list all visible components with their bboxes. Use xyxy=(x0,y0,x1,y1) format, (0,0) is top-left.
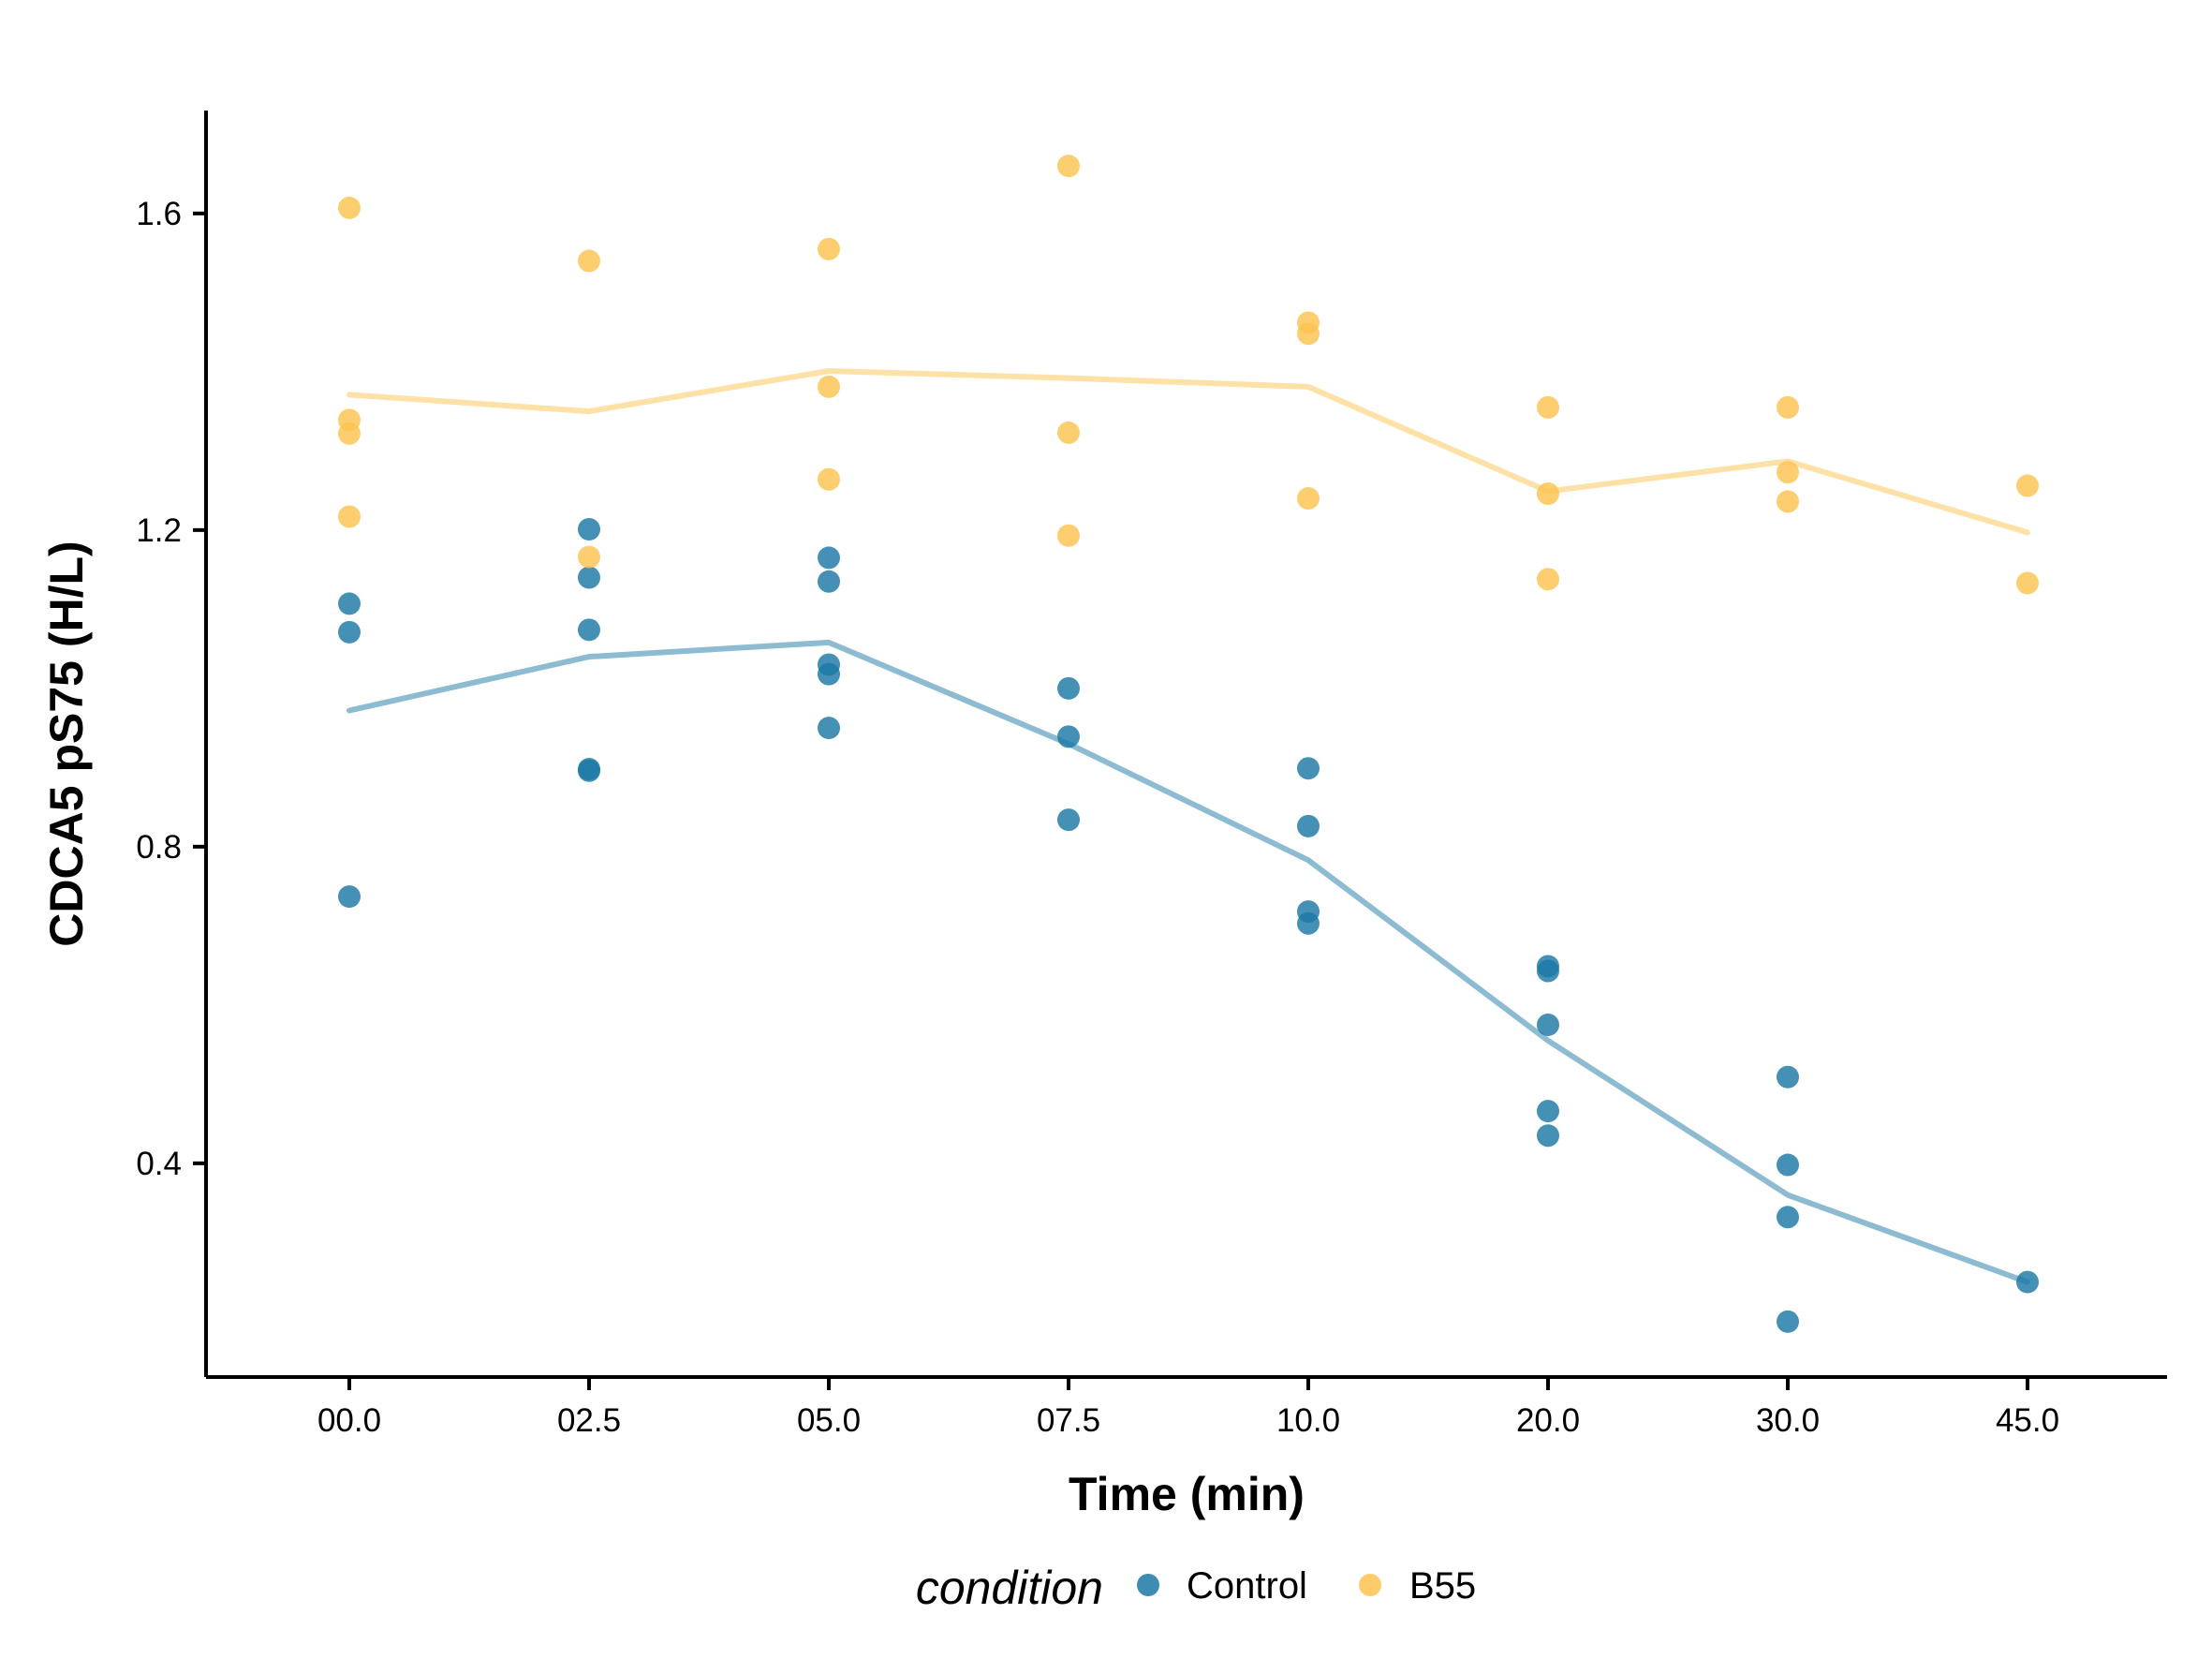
point-b55 xyxy=(1297,487,1320,511)
point-control xyxy=(338,620,361,644)
point-control xyxy=(578,566,600,589)
point-b55 xyxy=(338,422,361,445)
point-control xyxy=(1057,725,1080,748)
y-tick-label: 1.6 xyxy=(136,196,182,232)
x-tick-label: 10.0 xyxy=(1276,1402,1340,1439)
point-control xyxy=(818,662,840,686)
point-control xyxy=(578,518,600,541)
point-control xyxy=(818,570,840,593)
x-tick-label: 30.0 xyxy=(1756,1402,1820,1439)
point-b55 xyxy=(818,237,840,260)
x-tick-label: 20.0 xyxy=(1516,1402,1580,1439)
point-b55 xyxy=(1537,481,1559,505)
legend-label-control: Control xyxy=(1187,1565,1307,1607)
legend-label-b55: B55 xyxy=(1409,1565,1476,1607)
point-control xyxy=(338,885,361,909)
point-b55 xyxy=(1537,395,1559,419)
x-ticks: 00.0 02.5 05.0 07.5 10.0 20.0 30.0 45.0 xyxy=(317,1377,2059,1439)
y-tick-label: 0.4 xyxy=(136,1146,182,1182)
point-b55 xyxy=(1057,524,1080,547)
point-b55 xyxy=(2016,571,2039,595)
legend: condition Control B55 xyxy=(916,1562,1476,1614)
point-b55 xyxy=(2016,474,2039,497)
x-tick-label: 05.0 xyxy=(797,1402,861,1439)
x-tick-label: 00.0 xyxy=(317,1402,381,1439)
point-b55 xyxy=(1297,322,1320,346)
point-control xyxy=(1777,1065,1799,1089)
point-control xyxy=(1297,757,1320,780)
point-b55 xyxy=(1057,155,1080,178)
y-axis-title: CDCA5 pS75 (H/L) xyxy=(40,541,93,946)
point-control xyxy=(818,546,840,570)
point-control xyxy=(338,592,361,615)
x-tick-label: 07.5 xyxy=(1037,1402,1100,1439)
point-control xyxy=(1537,1100,1559,1123)
point-control xyxy=(1057,808,1080,832)
point-b55 xyxy=(578,545,600,569)
point-control xyxy=(1537,1124,1559,1148)
x-axis-title: Time (min) xyxy=(1069,1468,1305,1520)
point-control xyxy=(1537,959,1559,983)
point-b55 xyxy=(1537,568,1559,591)
point-control xyxy=(818,717,840,740)
legend-title: condition xyxy=(916,1562,1103,1614)
trend-line-b55 xyxy=(347,368,2030,536)
point-control xyxy=(1537,1013,1559,1036)
point-control xyxy=(578,618,600,642)
point-control xyxy=(578,759,600,782)
point-control xyxy=(1297,911,1320,935)
point-b55 xyxy=(1777,461,1799,484)
point-b55 xyxy=(1057,421,1080,444)
point-control xyxy=(1777,1310,1799,1333)
point-b55 xyxy=(1777,490,1799,513)
legend-key-control xyxy=(1137,1574,1159,1596)
trend-lines xyxy=(347,368,2030,1285)
trend-line-control xyxy=(347,639,2030,1285)
x-tick-label: 02.5 xyxy=(557,1402,621,1439)
point-control xyxy=(2016,1270,2039,1294)
point-b55 xyxy=(578,249,600,273)
y-tick-label: 0.8 xyxy=(136,829,182,866)
point-b55 xyxy=(818,467,840,491)
axes xyxy=(204,111,2167,1379)
point-b55 xyxy=(1777,395,1799,419)
point-control xyxy=(1777,1153,1799,1177)
point-b55 xyxy=(818,375,840,398)
point-control xyxy=(1297,814,1320,837)
data-points xyxy=(338,155,2039,1333)
point-control xyxy=(1057,676,1080,700)
y-ticks: 0.4 0.8 1.2 1.6 xyxy=(136,196,206,1182)
point-control xyxy=(1777,1206,1799,1229)
point-b55 xyxy=(338,196,361,219)
point-b55 xyxy=(338,505,361,528)
legend-key-b55 xyxy=(1359,1574,1381,1596)
x-tick-label: 45.0 xyxy=(1996,1402,2059,1439)
y-tick-label: 1.2 xyxy=(136,512,182,549)
